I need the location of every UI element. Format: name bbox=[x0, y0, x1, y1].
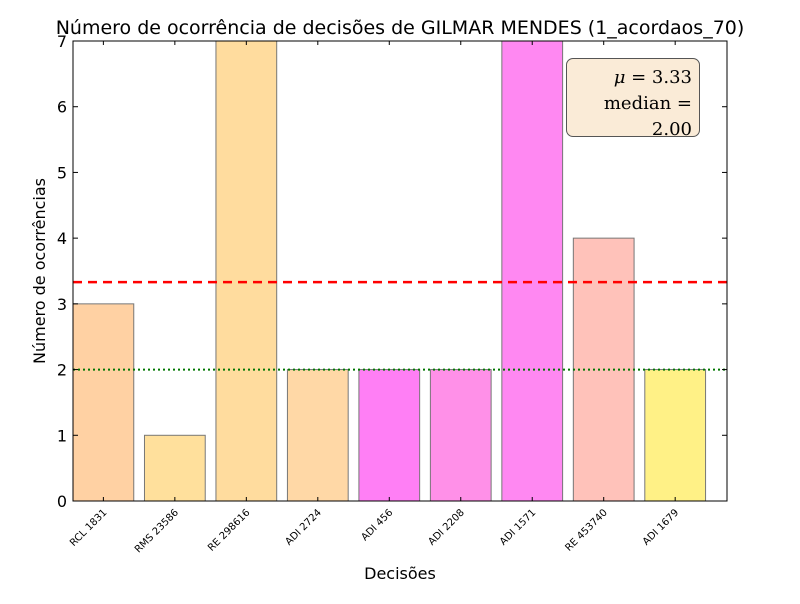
x-axis-label: Decisões bbox=[364, 564, 436, 583]
median-label: median bbox=[603, 93, 672, 114]
x-tick-label: ADI 2724 bbox=[284, 507, 324, 547]
y-tick-label: 6 bbox=[57, 98, 67, 117]
bar-adi-2208 bbox=[429, 369, 492, 502]
y-tick-label: 5 bbox=[57, 163, 67, 182]
bar-rcl-1831 bbox=[72, 303, 135, 502]
y-tick-label: 2 bbox=[57, 361, 67, 380]
x-tick-label: ADI 2208 bbox=[426, 507, 466, 547]
y-tick-label: 1 bbox=[57, 426, 67, 445]
y-axis-label: Número de ocorrências bbox=[30, 178, 49, 364]
bar-adi-1679 bbox=[644, 369, 707, 502]
plot-frame bbox=[72, 40, 728, 502]
bar-adi-456 bbox=[358, 369, 421, 502]
bar-adi-2724 bbox=[286, 369, 349, 502]
y-tick-label: 3 bbox=[57, 295, 67, 314]
median-stat: median = 2.00 bbox=[603, 93, 692, 140]
x-tick-label: RE 298616 bbox=[206, 507, 252, 553]
stats-box: μ = 3.33 median = 2.00 bbox=[566, 58, 700, 140]
mean-symbol: μ bbox=[613, 67, 626, 88]
x-tick-label: ADI 456 bbox=[360, 507, 396, 543]
median-value: 2.00 bbox=[651, 119, 692, 140]
bar-re-298616 bbox=[215, 40, 278, 502]
x-tick-label: RE 453740 bbox=[563, 507, 609, 553]
mean-stat: μ = 3.33 bbox=[613, 67, 692, 88]
y-tick-label: 7 bbox=[57, 32, 67, 51]
bar-adi-1571 bbox=[501, 40, 564, 502]
x-tick-label: ADI 1571 bbox=[498, 507, 538, 547]
bar-rms-23586 bbox=[143, 434, 206, 502]
x-tick-label: RMS 23586 bbox=[133, 507, 181, 555]
mean-value: 3.33 bbox=[651, 67, 692, 88]
chart-title: Número de ocorrência de decisões de GILM… bbox=[56, 17, 745, 39]
y-tick-label: 0 bbox=[57, 492, 67, 511]
x-tick-label: RCL 1831 bbox=[68, 507, 109, 548]
y-tick-label: 4 bbox=[57, 229, 67, 248]
x-tick-label: ADI 1679 bbox=[641, 507, 681, 547]
